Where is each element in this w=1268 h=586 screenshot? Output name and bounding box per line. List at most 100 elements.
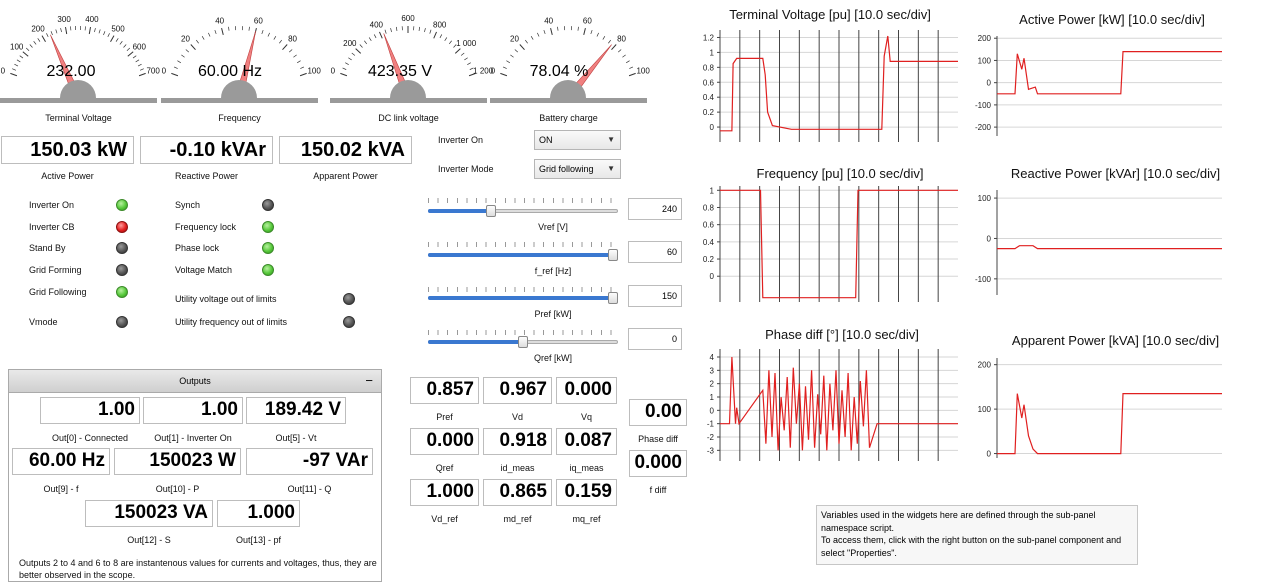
gauge-tick <box>429 29 432 34</box>
vd-ref-display: 1.000 <box>410 479 479 506</box>
gauge-tick <box>177 60 182 64</box>
gauge-tick <box>185 49 190 53</box>
led-label: Utility voltage out of limits <box>175 294 277 304</box>
y-tick-label: 0.2 <box>703 108 715 117</box>
gauge-tick-label: 600 <box>401 14 415 23</box>
md-ref-label: md_ref <box>503 514 532 524</box>
gauge-tick <box>390 28 392 33</box>
gauge-tick <box>577 26 579 31</box>
fref-input[interactable]: 60 <box>628 241 682 263</box>
gauge-tick <box>10 72 18 77</box>
id-meas-display: 0.918 <box>483 428 552 455</box>
gauge-tick <box>181 54 185 58</box>
gauge-tick <box>214 30 217 35</box>
gauge-tick <box>543 30 546 35</box>
plot-title: Terminal Voltage [pu] [10.0 sec/div] <box>729 7 931 22</box>
inverter-mode-label: Inverter Mode <box>438 164 494 174</box>
active-power-label: Active Power <box>41 171 94 181</box>
gauge-tick <box>201 35 205 40</box>
plot-title: Active Power [kW] [10.0 sec/div] <box>1019 12 1205 27</box>
gauge-tick-label: 20 <box>510 35 519 44</box>
slider-label: f_ref [Hz] <box>534 266 572 276</box>
trace-line <box>997 51 1222 95</box>
out-1-label: Out[1] - Inverter On <box>154 433 232 443</box>
collapse-icon[interactable]: − <box>365 373 373 388</box>
qref-input[interactable]: 0 <box>628 328 682 350</box>
gauge-tick <box>510 54 514 58</box>
id-meas-label: id_meas <box>500 463 535 473</box>
slider-label: Vref [V] <box>538 222 568 232</box>
gauge-tick-label: 200 <box>31 25 45 34</box>
y-tick-label: 0 <box>710 272 715 281</box>
gauge-tick <box>373 34 377 39</box>
y-tick-label: 100 <box>978 56 992 65</box>
gauge-tick <box>348 57 352 61</box>
gauge-tick <box>55 29 58 34</box>
led-indicator <box>343 293 355 305</box>
vref-input[interactable]: 240 <box>628 198 682 220</box>
gauge-tick <box>50 31 53 36</box>
led-label: Grid Forming <box>29 265 82 275</box>
gauge-tick-label: 500 <box>111 25 125 34</box>
gauge-tick <box>550 28 553 36</box>
slider-thumb[interactable] <box>518 336 528 348</box>
gauge-tick <box>345 62 349 65</box>
gauge-tick <box>60 28 62 33</box>
led-label: Inverter CB <box>29 222 75 232</box>
gauge-tick <box>514 49 519 53</box>
outputs-footnote: Outputs 2 to 4 and 6 to 8 are instanteno… <box>19 558 377 580</box>
gauge-tick <box>14 63 19 67</box>
gauge-tick <box>135 59 140 63</box>
gauge-tick <box>364 40 368 45</box>
gauge-tick <box>502 66 507 69</box>
out-9-display: 60.00 Hz <box>12 448 110 475</box>
out-10-display: 150023 W <box>114 448 241 475</box>
gauge-tick <box>88 27 91 35</box>
slider-thumb[interactable] <box>608 249 618 261</box>
pref-input[interactable]: 150 <box>628 285 682 307</box>
pref-pu-display: 0.857 <box>410 377 479 404</box>
gauge-tick <box>208 32 211 37</box>
slider-thumb[interactable] <box>608 292 618 304</box>
gauge-tick <box>617 49 622 53</box>
inverter-on-dropdown[interactable]: ON ▼ <box>534 130 621 150</box>
dropdown-value: ON <box>539 135 553 145</box>
y-tick-label: 0.2 <box>703 255 715 264</box>
gauge-tick <box>22 51 29 57</box>
pref-pu-label: Pref <box>436 412 453 422</box>
gauge-tick <box>138 72 146 77</box>
inverter-mode-dropdown[interactable]: Grid following ▼ <box>534 159 621 179</box>
slider-ticks <box>428 198 618 203</box>
gauge-dial: 0 20 40 60 80 100 <box>490 16 650 103</box>
slider-thumb[interactable] <box>486 205 496 217</box>
gauge-tick-label: 1 200 <box>473 67 494 76</box>
y-tick-label: 0.6 <box>703 78 715 87</box>
gauge-dial: 0 100 200 300 400 500 600 700 <box>0 15 160 103</box>
gauge-tick <box>500 72 508 77</box>
y-tick-label: -3 <box>707 446 715 455</box>
gauge-hub <box>221 80 257 98</box>
led-indicator <box>116 242 128 254</box>
led-label: Voltage Match <box>175 265 233 275</box>
outputs-title: Outputs <box>179 376 211 386</box>
vd-label: Vd <box>511 412 523 422</box>
chevron-down-icon: ▼ <box>607 135 615 144</box>
y-tick-label: 0.6 <box>703 221 715 230</box>
slider-label: Qref [kW] <box>534 353 572 363</box>
gauge-tick-label: 0 <box>491 67 496 76</box>
gauge-tick <box>41 35 46 42</box>
gauge-dc-link-voltage: 0 200 400 600 800 1 000 1 200 423.35 V DC link… <box>330 0 494 125</box>
gauge-tick <box>25 47 30 52</box>
qref-pu-display: 0.000 <box>410 428 479 455</box>
gauge-tick <box>110 35 115 42</box>
gauge-dial: 0 20 40 60 80 100 <box>161 16 321 103</box>
gauge-tick <box>132 55 137 59</box>
gauge-base <box>490 98 647 103</box>
led-indicator <box>262 221 274 233</box>
y-tick-label: 0.4 <box>703 93 715 102</box>
plot-title: Frequency [pu] [10.0 sec/div] <box>756 166 924 181</box>
y-tick-label: 1 <box>710 393 715 402</box>
gauge-tick <box>173 66 178 69</box>
inverter-on-label: Inverter On <box>438 135 484 145</box>
led-indicator <box>262 199 274 211</box>
